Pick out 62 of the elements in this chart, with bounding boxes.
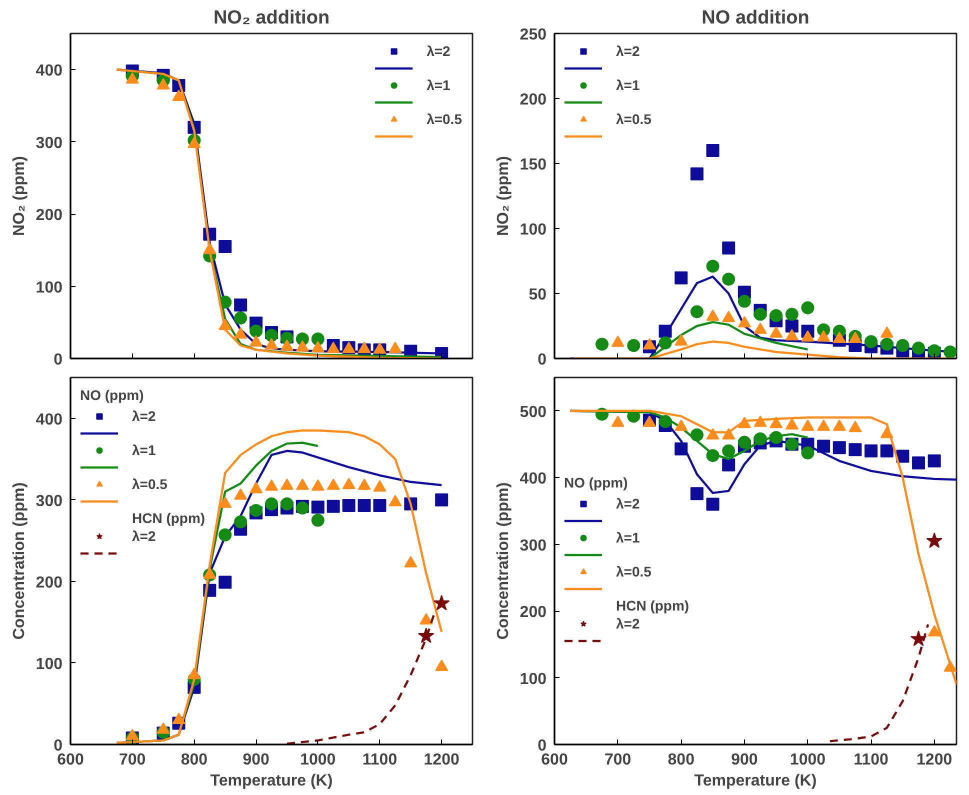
- legend-label: λ=1: [616, 77, 640, 93]
- y-axis-title: NO₂ (ppm): [10, 156, 28, 236]
- y-tick-label: 200: [520, 604, 547, 622]
- x-tick-label: 1000: [790, 752, 826, 768]
- y-tick-label: 400: [520, 470, 547, 488]
- annotation: HCN (ppm): [616, 597, 690, 613]
- legend-title: NO (ppm): [564, 474, 629, 490]
- x-tick-label: 800: [180, 752, 208, 768]
- y-tick-label: 400: [36, 411, 63, 428]
- y-tick-label: 500: [520, 404, 547, 421]
- y-tick-label: 250: [520, 26, 547, 44]
- legend-label: λ=2: [426, 43, 450, 59]
- y-axis-title: NO₂ (ppm): [494, 156, 512, 236]
- x-axis-title: Temperature (K): [694, 772, 817, 790]
- x-tick-label: 1200: [424, 752, 460, 768]
- legend-label: λ=2: [132, 408, 156, 424]
- y-tick-label: 150: [520, 156, 547, 174]
- legend-label: λ=0.5: [132, 476, 168, 492]
- legend-label: λ=1: [132, 442, 156, 458]
- y-tick-label: 300: [36, 134, 63, 152]
- y-tick-label: 0: [54, 738, 63, 754]
- chart-title: NO₂ addition: [213, 8, 330, 28]
- x-tick-label: 900: [731, 752, 758, 768]
- legend-label: λ=2: [616, 43, 640, 59]
- x-tick-label: 800: [668, 752, 695, 768]
- legend-label: λ=1: [426, 77, 450, 93]
- y-tick-label: 100: [36, 279, 63, 296]
- y-tick-label: 200: [36, 574, 63, 592]
- x-tick-label: 600: [57, 752, 84, 768]
- x-tick-label: 1100: [854, 752, 888, 768]
- x-tick-label: 900: [242, 752, 270, 768]
- legend-label: λ=0.5: [616, 111, 652, 127]
- x-tick-label: 700: [604, 752, 632, 768]
- y-tick-label: 50: [528, 286, 547, 304]
- y-tick-label: 0: [54, 352, 63, 368]
- chart-title: NO addition: [702, 8, 810, 28]
- x-tick-label: 700: [119, 752, 146, 768]
- y-tick-label: 200: [36, 207, 63, 224]
- legend-label: λ=2: [132, 528, 156, 544]
- annotation: HCN (ppm): [132, 510, 206, 526]
- y-tick-label: 0: [538, 738, 547, 754]
- y-axis-title: Concentration (ppm): [494, 482, 512, 640]
- legend-label: λ=2: [616, 615, 640, 631]
- legend-label: λ=0.5: [426, 111, 462, 127]
- y-tick-label: 300: [520, 537, 547, 554]
- x-tick-label: 1100: [362, 752, 398, 768]
- y-tick-label: 100: [520, 222, 547, 238]
- y-tick-label: 100: [520, 670, 547, 688]
- y-tick-label: 300: [36, 492, 63, 510]
- x-tick-label: 1200: [916, 752, 952, 768]
- x-axis-title: Temperature (K): [210, 772, 333, 790]
- x-tick-label: 1000: [300, 752, 336, 768]
- y-tick-label: 200: [520, 92, 547, 108]
- y-tick-label: 400: [36, 62, 63, 80]
- legend-label: λ=1: [616, 529, 640, 545]
- legend-label: λ=2: [616, 495, 640, 511]
- x-tick-label: 600: [541, 752, 568, 768]
- y-tick-label: 0: [538, 352, 547, 368]
- legend-title: NO (ppm): [80, 387, 145, 403]
- y-tick-label: 100: [36, 656, 63, 673]
- legend-label: λ=0.5: [616, 563, 652, 579]
- y-axis-title: Concentration (ppm): [10, 482, 28, 640]
